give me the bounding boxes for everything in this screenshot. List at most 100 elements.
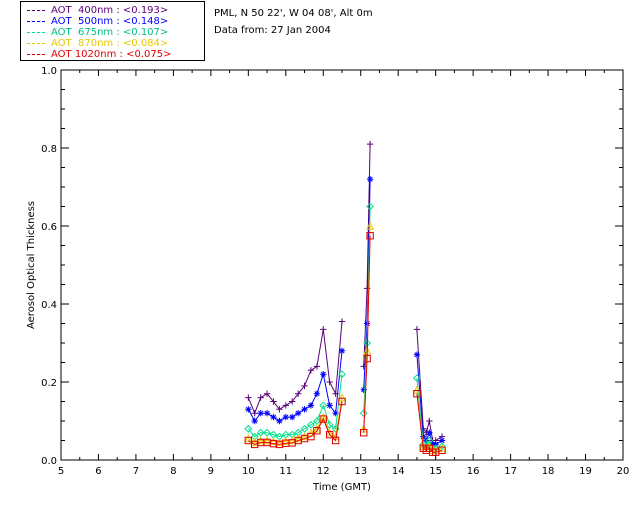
data-point-triangle <box>275 438 284 447</box>
data-point-star <box>413 351 421 358</box>
data-point-triangle <box>281 436 290 445</box>
data-point-triangle <box>337 393 347 402</box>
data-date: Data from: 27 Jan 2004 <box>214 25 331 36</box>
data-point-diamond <box>438 442 446 451</box>
data-point-star <box>276 417 283 425</box>
data-point-triangle <box>250 438 259 447</box>
data-point-triangle <box>263 436 272 445</box>
data-point-diamond <box>359 409 368 418</box>
data-point-star <box>313 390 321 397</box>
data-point-square <box>313 427 321 435</box>
data-point-plus <box>413 326 421 333</box>
data-point-diamond <box>306 420 315 429</box>
legend-item: AOT 1020nm : <0.075> <box>27 49 171 61</box>
data-point-triangle <box>438 443 447 452</box>
x-tick-label: 14 <box>392 466 405 477</box>
data-point-plus <box>307 367 315 374</box>
data-point-triangle <box>325 428 334 437</box>
data-point-star <box>332 410 339 417</box>
data-point-star <box>263 410 271 417</box>
data-point-triangle <box>269 436 278 445</box>
series-layer <box>244 140 447 456</box>
data-point-triangle <box>256 436 265 445</box>
data-point-star <box>366 176 374 183</box>
legend-swatch <box>27 42 45 44</box>
legend-item: AOT 500nm : <0.148> <box>27 16 168 28</box>
data-point-diamond <box>319 401 328 410</box>
data-point-diamond <box>338 370 346 379</box>
y-tick-label: 0.2 <box>41 378 57 389</box>
legend-label: AOT 1020nm : <0.075> <box>51 49 172 60</box>
legend-label: AOT 870nm : <0.084> <box>51 38 169 49</box>
data-point-plus <box>276 406 283 413</box>
legend-label: AOT 675nm : <0.107> <box>51 27 169 38</box>
data-point-triangle <box>244 434 253 443</box>
x-tick-label: 13 <box>354 466 367 477</box>
series-aot-500nm <box>245 176 446 448</box>
data-point-triangle <box>294 434 303 443</box>
series-line <box>247 321 343 415</box>
legend-swatch <box>27 9 45 11</box>
data-point-square <box>363 354 371 363</box>
x-tick-label: 16 <box>467 466 480 477</box>
y-tick-label: 0.0 <box>41 456 57 467</box>
legend-label: AOT 500nm : <0.148> <box>51 16 169 27</box>
x-tick-label: 6 <box>95 466 101 477</box>
data-point-plus <box>426 417 433 425</box>
data-point-diamond <box>244 424 253 433</box>
x-tick-label: 9 <box>208 466 214 477</box>
data-point-diamond <box>312 417 321 425</box>
data-point-triangle <box>366 221 375 230</box>
x-tick-label: 7 <box>133 466 139 477</box>
data-point-triangle <box>412 385 421 394</box>
data-point-square <box>244 436 253 445</box>
legend-item: AOT 400nm : <0.193> <box>27 5 168 17</box>
data-point-plus <box>301 382 308 390</box>
data-point-plus <box>270 398 277 405</box>
data-point-star <box>294 410 302 417</box>
x-tick-label: 5 <box>58 466 64 477</box>
data-point-plus <box>282 402 289 409</box>
legend-swatch <box>27 20 45 22</box>
data-point-diamond <box>366 202 375 211</box>
data-point-triangle <box>300 432 309 441</box>
data-point-star <box>338 347 346 354</box>
series-aot-1020nm <box>244 232 446 456</box>
x-tick-label: 15 <box>429 466 442 477</box>
data-point-square <box>438 446 446 454</box>
data-point-star <box>438 437 446 444</box>
data-point-star <box>282 413 289 421</box>
data-point-star <box>301 406 308 413</box>
data-point-star <box>270 413 277 421</box>
x-tick-label: 19 <box>579 466 592 477</box>
y-tick-label: 0.4 <box>41 300 57 311</box>
data-point-plus <box>288 398 296 405</box>
data-point-diamond <box>263 428 271 437</box>
data-point-star <box>326 402 333 409</box>
data-point-star <box>320 371 327 378</box>
data-point-diamond <box>325 420 334 429</box>
data-point-plus <box>294 390 302 397</box>
data-point-square <box>338 397 346 406</box>
axes: 5 6 7 8 9 10 11 12 13 14 15 16 17 18 19 20 0.0 0.2 0.4 0.6 0… <box>41 66 629 477</box>
data-point-star <box>245 406 252 413</box>
data-point-plus <box>326 378 333 386</box>
x-tick-label: 18 <box>542 466 555 477</box>
data-point-star <box>426 429 433 436</box>
data-point-star <box>257 410 264 417</box>
site-location: PML, N 50 22', W 04 08', Alt 0m <box>214 8 373 19</box>
data-point-star <box>420 433 427 440</box>
data-point-plus <box>245 394 252 401</box>
data-point-plus <box>366 140 374 148</box>
data-point-plus <box>251 410 258 417</box>
data-point-square <box>325 430 334 439</box>
data-point-diamond <box>413 374 421 383</box>
series-line <box>247 350 343 422</box>
legend-item: AOT 675nm : <0.107> <box>27 27 168 39</box>
data-point-star <box>251 417 258 425</box>
data-point-plus <box>320 326 327 333</box>
data-point-diamond <box>256 428 265 437</box>
series-aot-400nm <box>245 140 446 444</box>
x-axis-label: Time (GMT) <box>312 482 371 493</box>
data-point-square <box>307 432 315 441</box>
